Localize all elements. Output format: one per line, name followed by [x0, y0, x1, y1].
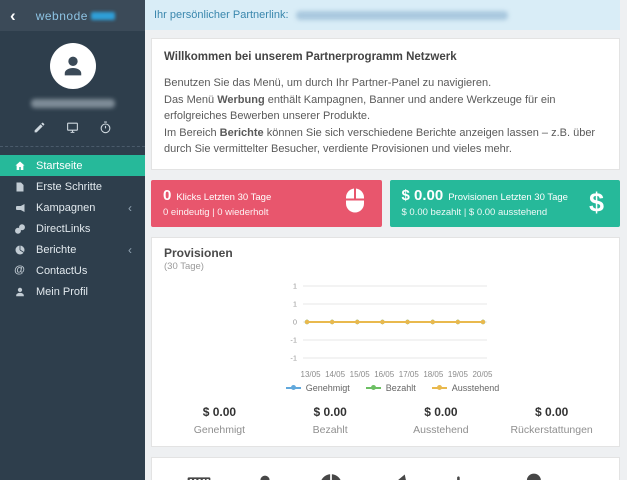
sidebar-item-label: DirectLinks — [36, 222, 91, 235]
partner-link-redacted[interactable] — [295, 10, 508, 20]
logo-badge — [90, 11, 115, 20]
sidebar-item-label: Kampagnen — [36, 201, 96, 214]
sidebar-item-erste-schritte[interactable]: Erste Schritte — [0, 176, 145, 197]
chevron-left-icon: ‹ — [128, 200, 132, 215]
sidebar-item-label: Berichte — [36, 243, 77, 256]
home-icon — [13, 159, 26, 172]
partner-link-bar: Ihr persönlicher Partnerlink: — [145, 0, 620, 30]
line-chart: 1 1 0 -1 -1 13/05 14/05 15/05 16/05 17/05 18/05 19… — [279, 280, 499, 393]
sidebar-menu: Startseite Erste Schritte Kampagnen ‹ Di… — [0, 147, 145, 302]
megaphone-icon — [364, 468, 430, 480]
mouse-icon — [344, 188, 366, 219]
shortcut-mein-profil[interactable]: Mein Profil — [232, 468, 298, 480]
commissions-label: Provisionen Letzten 30 Tage — [448, 191, 568, 203]
shortcut-tutorial-video[interactable]: Affiliate panel tutorial video — [166, 468, 232, 480]
summary-row: $ 0.00 Genehmigt $ 0.00 Bezahlt $ 0.00 A… — [164, 405, 607, 436]
chart-x-axis-labels: 13/05 14/05 15/05 16/05 17/05 18/05 19/05 20/05 — [300, 369, 493, 379]
legend-item: Genehmigt — [285, 383, 350, 393]
sidebar-item-berichte[interactable]: Berichte ‹ — [0, 239, 145, 260]
welcome-line-3: Im Bereich Berichte können Sie sich vers… — [164, 126, 596, 156]
pie-chart-icon — [298, 468, 364, 480]
chart-plot: 1 1 0 -1 -1 — [290, 281, 487, 362]
shortcut-kampagnen[interactable]: Kampagnen — [364, 468, 430, 480]
clicks-tile: 0 Klicks Letzten 30 Tage 0 eindeutig | 0… — [151, 179, 382, 227]
sidebar-item-startseite[interactable]: Startseite — [0, 155, 145, 176]
svg-text:1: 1 — [292, 281, 296, 290]
collapse-sidebar-icon[interactable]: ‹ — [10, 6, 16, 25]
summary-genehmigt: $ 0.00 Genehmigt — [193, 404, 246, 436]
user-panel — [0, 31, 145, 147]
legend-item: Bezahlt — [365, 383, 416, 393]
provisions-chart-panel: Provisionen (30 Tage) 1 1 0 -1 -1 13/05 14/05… — [151, 236, 620, 447]
summary-bezahlt: $ 0.00 Bezahlt — [312, 404, 348, 436]
sidebar: ‹ webnode — [0, 0, 145, 480]
user-quick-actions — [0, 121, 145, 134]
username-redacted — [30, 99, 115, 108]
sidebar-item-label: Erste Schritte — [36, 180, 103, 193]
edit-pencil-icon[interactable] — [33, 121, 46, 134]
shortcuts-panel: Affiliate panel tutorial video Mein Prof… — [151, 456, 620, 480]
svg-text:1: 1 — [292, 299, 296, 308]
hand-click-icon: ☛ — [430, 468, 496, 480]
clicks-label: Klicks Letzten 30 Tage — [176, 191, 272, 203]
chevron-left-icon: ‹ — [128, 242, 132, 257]
sidebar-header: ‹ webnode — [0, 0, 145, 31]
sidebar-item-label: Mein Profil — [36, 285, 88, 298]
chain-link-icon — [496, 468, 562, 480]
commissions-value: $ 0.00 — [401, 186, 444, 204]
chart-subtitle: (30 Tage) — [164, 260, 204, 272]
clicks-sub: 0 eindeutig | 0 wiederholt — [163, 206, 269, 218]
shortcut-directlinks[interactable]: DirectLinks — [496, 468, 562, 480]
sidebar-item-directlinks[interactable]: DirectLinks — [0, 218, 145, 239]
commissions-sub: $ 0.00 bezahlt | $ 0.00 ausstehend — [401, 206, 548, 218]
megaphone-icon — [13, 201, 26, 214]
sidebar-item-contactus[interactable]: @ ContactUs — [0, 260, 145, 281]
chart-title: Provisionen — [164, 245, 233, 260]
legend-item: Ausstehend — [431, 383, 499, 393]
content: Willkommen bei unserem Partnerprogramm N… — [145, 30, 620, 480]
stat-tiles: 0 Klicks Letzten 30 Tage 0 eindeutig | 0… — [151, 179, 620, 227]
shortcut-banner-links[interactable]: ☛ Banner & Links — [430, 468, 496, 480]
summary-rueckerstattungen: $ 0.00 Rückerstattungen — [510, 404, 593, 436]
svg-text:-1: -1 — [290, 353, 297, 362]
welcome-panel: Willkommen bei unserem Partnerprogramm N… — [151, 38, 620, 170]
person-icon — [64, 56, 81, 76]
svg-text:-1: -1 — [290, 335, 297, 344]
person-icon — [13, 285, 26, 298]
person-icon — [232, 468, 298, 480]
sidebar-item-label: Startseite — [36, 159, 83, 172]
clicks-value: 0 — [163, 186, 172, 204]
pie-chart-icon — [13, 243, 26, 256]
welcome-line-2: Das Menü Werbung enthält Kampagnen, Bann… — [164, 93, 556, 123]
shortcut-berichte[interactable]: Berichte — [298, 468, 364, 480]
logo: webnode — [16, 9, 135, 23]
summary-ausstehend: $ 0.00 Ausstehend — [413, 404, 469, 436]
video-icon — [166, 468, 232, 480]
logo-text: webnode — [35, 8, 88, 23]
sidebar-item-mein-profil[interactable]: Mein Profil — [0, 281, 145, 302]
welcome-line-1: Benutzen Sie das Menü, um durch Ihr Part… — [164, 77, 492, 90]
book-icon — [13, 180, 26, 193]
welcome-title: Willkommen bei unserem Partnerprogramm N… — [164, 51, 457, 63]
main-area: Ihr persönlicher Partnerlink: Willkommen… — [145, 0, 627, 480]
stopwatch-icon[interactable] — [99, 121, 112, 134]
monitor-icon[interactable] — [66, 121, 79, 134]
at-icon: @ — [14, 264, 25, 276]
commissions-tile: $ 0.00 Provisionen Letzten 30 Tage $ 0.0… — [389, 179, 620, 227]
sidebar-item-label: ContactUs — [36, 264, 88, 277]
avatar — [49, 43, 96, 89]
dollar-icon: $ — [588, 187, 604, 218]
chart-legend: Genehmigt Bezahlt Ausstehend — [285, 383, 499, 393]
chain-link-icon — [13, 222, 26, 235]
svg-text:0: 0 — [292, 317, 296, 326]
sidebar-item-kampagnen[interactable]: Kampagnen ‹ — [0, 197, 145, 218]
partner-link-label: Ihr persönlicher Partnerlink: — [154, 9, 289, 21]
